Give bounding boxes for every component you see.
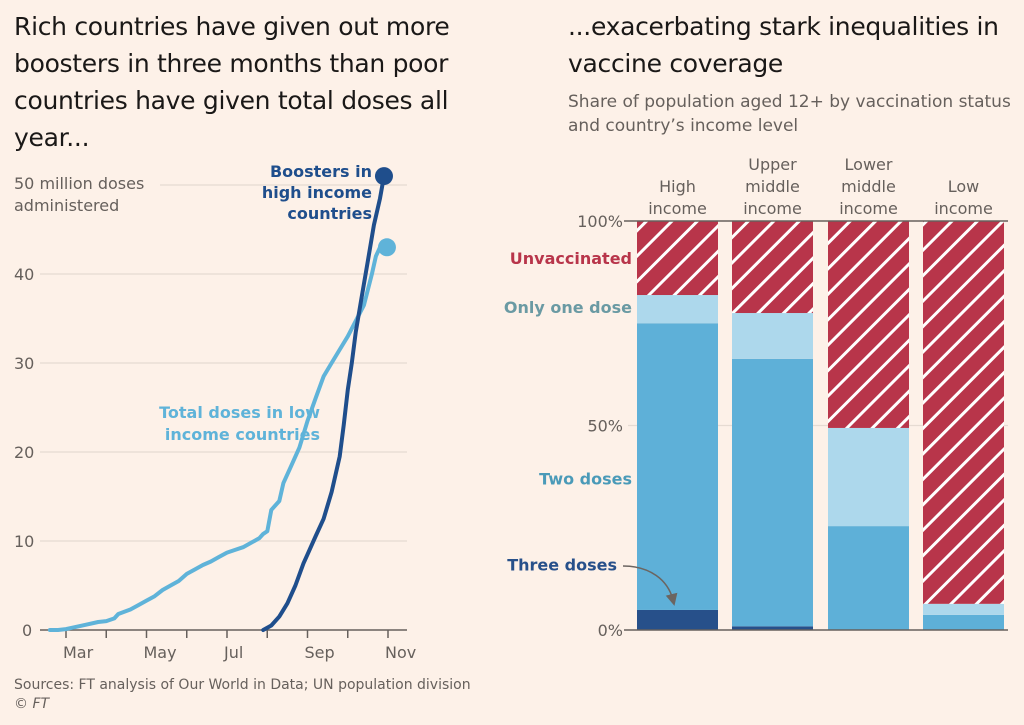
x-tick-label: Mar — [63, 643, 94, 662]
y-tick-label: 40 — [14, 265, 34, 284]
series-label-boosters: high income — [262, 183, 372, 202]
legend-label: Three doses — [507, 556, 617, 575]
y-tick-label: 30 — [14, 354, 34, 373]
category-label: High — [659, 177, 696, 196]
series-line-total-low-income — [47, 245, 382, 632]
segment-three-doses — [637, 609, 718, 630]
series-label-boosters: Boosters in — [270, 162, 372, 181]
segment-unvaccinated — [732, 221, 813, 314]
series-label-total-low-income: income countries — [165, 425, 320, 444]
end-dot-boosters — [374, 167, 393, 186]
segment-two-doses — [637, 323, 718, 610]
y-axis-label-line: 50 million doses — [14, 174, 145, 193]
segment-one-dose — [637, 295, 718, 324]
category-label: Lower — [845, 155, 893, 174]
segment-unvaccinated — [637, 221, 718, 296]
right-chart-subtitle: Share of population aged 12+ by vaccinat… — [568, 92, 1011, 136]
series-line-boosters-high-income — [261, 174, 386, 632]
series-label-boosters: countries — [287, 204, 372, 223]
category-label: income — [934, 199, 993, 218]
x-tick-label: May — [144, 643, 177, 662]
segment-two-doses — [732, 358, 813, 627]
segment-one-dose — [732, 313, 813, 359]
segment-unvaccinated — [923, 221, 1004, 604]
stacked-bar-chart: High income Upper middle income Lower middle in… — [504, 155, 1008, 640]
category-label: middle — [841, 177, 896, 196]
category-label: middle — [745, 177, 800, 196]
legend-label: Only one dose — [504, 298, 632, 317]
segment-three-doses — [732, 626, 813, 630]
y-tick-label: 20 — [14, 443, 34, 462]
x-tick-label: Jul — [223, 643, 243, 662]
y-axis-label-line: administered — [14, 196, 120, 215]
y-tick-label: 0% — [598, 621, 623, 640]
segment-two-doses — [828, 526, 909, 630]
y-tick-label: 50% — [587, 417, 623, 436]
segment-unvaccinated — [828, 221, 909, 428]
category-label: income — [839, 199, 898, 218]
copyright: © FT — [14, 696, 50, 712]
y-tick-label: 0 — [22, 621, 32, 640]
segment-one-dose — [923, 603, 1004, 615]
left-y-axis-label: 50 million doses administered — [14, 173, 144, 217]
segment-two-doses — [923, 614, 1004, 630]
category-label: income — [743, 199, 802, 218]
line-chart: 10 20 30 40 0 Mar May Jul Sep Nov Total doses in l… — [14, 162, 416, 662]
segment-one-dose — [828, 427, 909, 527]
annotation-arrow — [622, 565, 678, 606]
legend-label: Unvaccinated — [510, 249, 632, 268]
y-tick-label: 10 — [14, 532, 34, 551]
x-tick-label: Sep — [305, 643, 335, 662]
source-note: Sources: FT analysis of Our World in Dat… — [14, 677, 471, 693]
category-label: Low — [948, 177, 980, 196]
category-label: Upper — [748, 155, 797, 174]
x-tick-label: Nov — [385, 643, 416, 662]
series-label-total-low-income: Total doses in low — [159, 403, 320, 422]
y-tick-label: 100% — [577, 212, 623, 231]
right-chart-title: ...exacerbating stark inequalities in va… — [568, 12, 999, 78]
category-label: income — [648, 199, 707, 218]
legend-label: Two doses — [539, 470, 632, 489]
end-dot-total-low-income — [377, 238, 396, 257]
left-chart-title: Rich countries have given out more boost… — [14, 12, 450, 152]
